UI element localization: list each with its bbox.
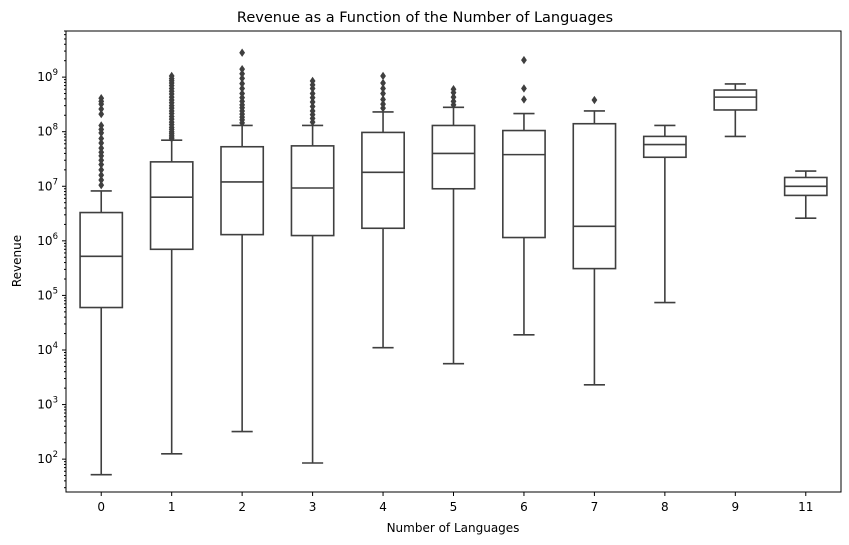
y-tick-label: 109 — [37, 68, 58, 84]
outlier-point — [450, 97, 457, 106]
box-body — [149, 161, 194, 251]
outlier-point — [450, 85, 457, 94]
y-tick-label: 102 — [37, 450, 58, 466]
outlier-point — [98, 175, 105, 185]
outlier-point — [521, 95, 527, 104]
outlier-point — [98, 104, 105, 114]
box-body — [502, 129, 546, 239]
box-4 — [361, 71, 405, 349]
y-tick-label: 106 — [37, 232, 58, 248]
outlier-point — [380, 84, 386, 93]
outlier-point — [309, 89, 316, 98]
outlier-point — [98, 143, 105, 153]
x-tick-label: 4 — [379, 500, 387, 514]
outlier-point — [521, 84, 527, 93]
box-3 — [290, 76, 335, 464]
box-8 — [642, 124, 687, 304]
box-body — [642, 135, 687, 159]
outlier-point — [380, 89, 386, 98]
box-7 — [572, 95, 617, 386]
box-0 — [79, 94, 124, 476]
outlier-point — [309, 106, 316, 116]
outlier-point — [380, 99, 386, 109]
y-tick-label: 103 — [37, 396, 58, 412]
y-tick-label: 107 — [37, 177, 58, 193]
outlier-point — [98, 170, 105, 180]
x-tick-label: 7 — [591, 500, 599, 514]
chart-title: Revenue as a Function of the Number of L… — [237, 10, 613, 26]
outlier-point — [98, 94, 105, 103]
outlier-point — [239, 69, 246, 79]
box-body — [79, 211, 124, 309]
box-body — [431, 124, 476, 190]
outlier-point — [98, 156, 105, 165]
outlier-point — [98, 160, 105, 169]
box-11 — [783, 170, 828, 219]
outlier-point — [98, 180, 105, 190]
outlier-point — [98, 121, 105, 130]
outlier-point — [239, 84, 246, 93]
box-6 — [502, 55, 546, 336]
outlier-point — [380, 78, 386, 88]
outlier-point — [239, 64, 246, 74]
outlier-point — [98, 134, 105, 143]
outlier-point — [309, 102, 316, 111]
box-body — [220, 145, 265, 236]
outlier-point — [380, 71, 386, 81]
outlier-point — [168, 71, 175, 81]
x-axis: 0 1 2 3 4 5 6 7 8 9 11 — [97, 492, 813, 514]
outlier-point — [450, 92, 457, 102]
outlier-point — [239, 74, 246, 83]
y-axis-title: Revenue — [10, 235, 24, 287]
box-body — [361, 131, 405, 230]
box-body — [572, 122, 617, 270]
x-tick-label: 9 — [731, 500, 739, 514]
x-tick-label: 6 — [520, 500, 528, 514]
outlier-point — [98, 165, 105, 175]
plot-area — [79, 48, 828, 476]
box-5 — [431, 85, 476, 365]
outlier-point — [98, 138, 105, 148]
y-tick-label: 108 — [37, 123, 58, 139]
outlier-point — [239, 79, 246, 88]
outlier-point — [239, 89, 246, 98]
x-tick-label: 8 — [661, 500, 669, 514]
outlier-point — [591, 95, 598, 105]
x-tick-label: 11 — [798, 500, 813, 514]
y-tick-label: 104 — [37, 341, 58, 357]
outlier-point — [309, 97, 316, 107]
outlier-point — [380, 95, 386, 104]
box-9 — [713, 83, 758, 138]
outlier-point — [239, 48, 246, 57]
x-tick-label: 0 — [97, 500, 105, 514]
x-axis-title: Number of Languages — [387, 521, 520, 535]
box-body — [713, 89, 758, 111]
x-tick-label: 2 — [238, 500, 246, 514]
box-body — [290, 145, 335, 237]
outlier-point — [309, 76, 316, 86]
x-tick-label: 1 — [168, 500, 176, 514]
y-axis: 102 103 104 105 106 107 108 109 — [37, 30, 66, 489]
y-tick-label: 105 — [37, 286, 58, 302]
outlier-point — [98, 109, 105, 119]
outlier-point — [521, 55, 527, 65]
box-2 — [220, 48, 265, 433]
x-tick-label: 3 — [309, 500, 317, 514]
box-1 — [149, 71, 194, 455]
x-tick-label: 5 — [450, 500, 458, 514]
